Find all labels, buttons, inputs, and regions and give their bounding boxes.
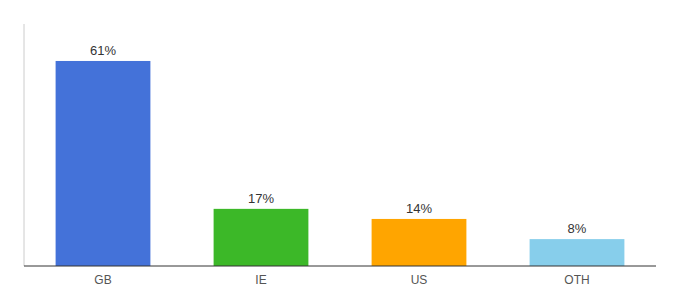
data-label: 17% (248, 191, 274, 206)
x-tick-label: US (411, 273, 428, 287)
x-tick-label: IE (255, 273, 266, 287)
bar (530, 239, 625, 266)
bar (214, 209, 309, 266)
data-label: 8% (568, 221, 587, 236)
bar (372, 219, 467, 266)
x-tick-label: GB (94, 273, 111, 287)
chart-svg: GB IE US OTH 61% 17% 14% 8% (0, 0, 680, 300)
bar (56, 61, 151, 266)
y-axis-line (24, 24, 25, 266)
chart-container: GB IE US OTH 61% 17% 14% 8% (0, 0, 680, 300)
x-axis-line (24, 266, 656, 267)
data-label: 14% (406, 201, 432, 216)
x-tick-label: OTH (564, 273, 589, 287)
data-label: 61% (90, 43, 116, 58)
bars (56, 61, 625, 266)
